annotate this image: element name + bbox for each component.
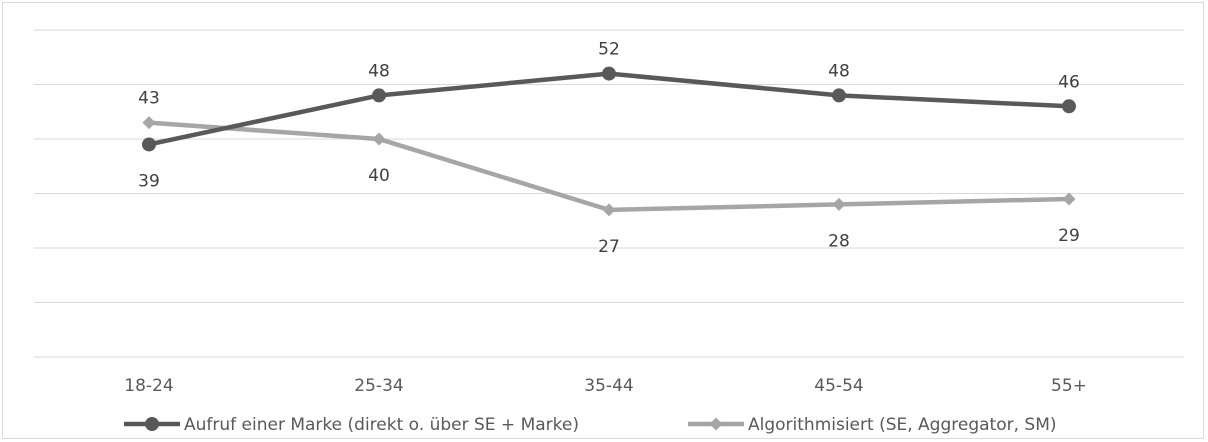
data-label: 48 bbox=[828, 61, 850, 81]
data-label: 48 bbox=[368, 61, 390, 81]
data-point bbox=[372, 88, 386, 103]
data-point bbox=[1062, 99, 1076, 114]
data-point bbox=[142, 116, 156, 130]
x-tick-label: 35-44 bbox=[584, 376, 633, 396]
series-markers bbox=[142, 66, 1076, 217]
data-label: 46 bbox=[1058, 72, 1080, 92]
legend-swatch-marker bbox=[709, 417, 723, 431]
gridlines bbox=[34, 29, 1184, 358]
data-point bbox=[372, 132, 386, 146]
legend-label: Aufruf einer Marke (direkt o. über SE + … bbox=[184, 415, 579, 435]
data-point bbox=[832, 197, 846, 211]
x-tick-label: 55+ bbox=[1051, 376, 1087, 396]
legend: Aufruf einer Marke (direkt o. über SE + … bbox=[124, 415, 1057, 435]
data-point bbox=[832, 88, 846, 103]
data-label: 39 bbox=[138, 171, 160, 191]
series-line-1 bbox=[148, 120, 1070, 213]
data-label: 52 bbox=[598, 40, 620, 60]
series-lines bbox=[148, 71, 1070, 213]
x-tick-label: 18-24 bbox=[124, 376, 173, 396]
data-label: 28 bbox=[828, 231, 850, 251]
data-label: 29 bbox=[1058, 226, 1080, 246]
data-point bbox=[602, 203, 616, 217]
data-labels: 39 48 52 48 46 43 40 27 28 29 bbox=[138, 40, 1080, 257]
x-tick-label: 25-34 bbox=[354, 376, 403, 396]
x-axis-tick-labels: 18-24 25-34 35-44 45-54 55+ bbox=[124, 376, 1087, 396]
legend-label: Algorithmisiert (SE, Aggregator, SM) bbox=[748, 415, 1057, 435]
data-point bbox=[142, 137, 156, 152]
legend-swatch-marker bbox=[145, 417, 159, 431]
x-tick-label: 45-54 bbox=[814, 376, 863, 396]
data-label: 40 bbox=[368, 166, 390, 186]
data-point bbox=[602, 66, 616, 81]
data-point bbox=[1062, 192, 1076, 206]
data-label: 43 bbox=[138, 89, 160, 109]
data-label: 27 bbox=[598, 237, 620, 257]
